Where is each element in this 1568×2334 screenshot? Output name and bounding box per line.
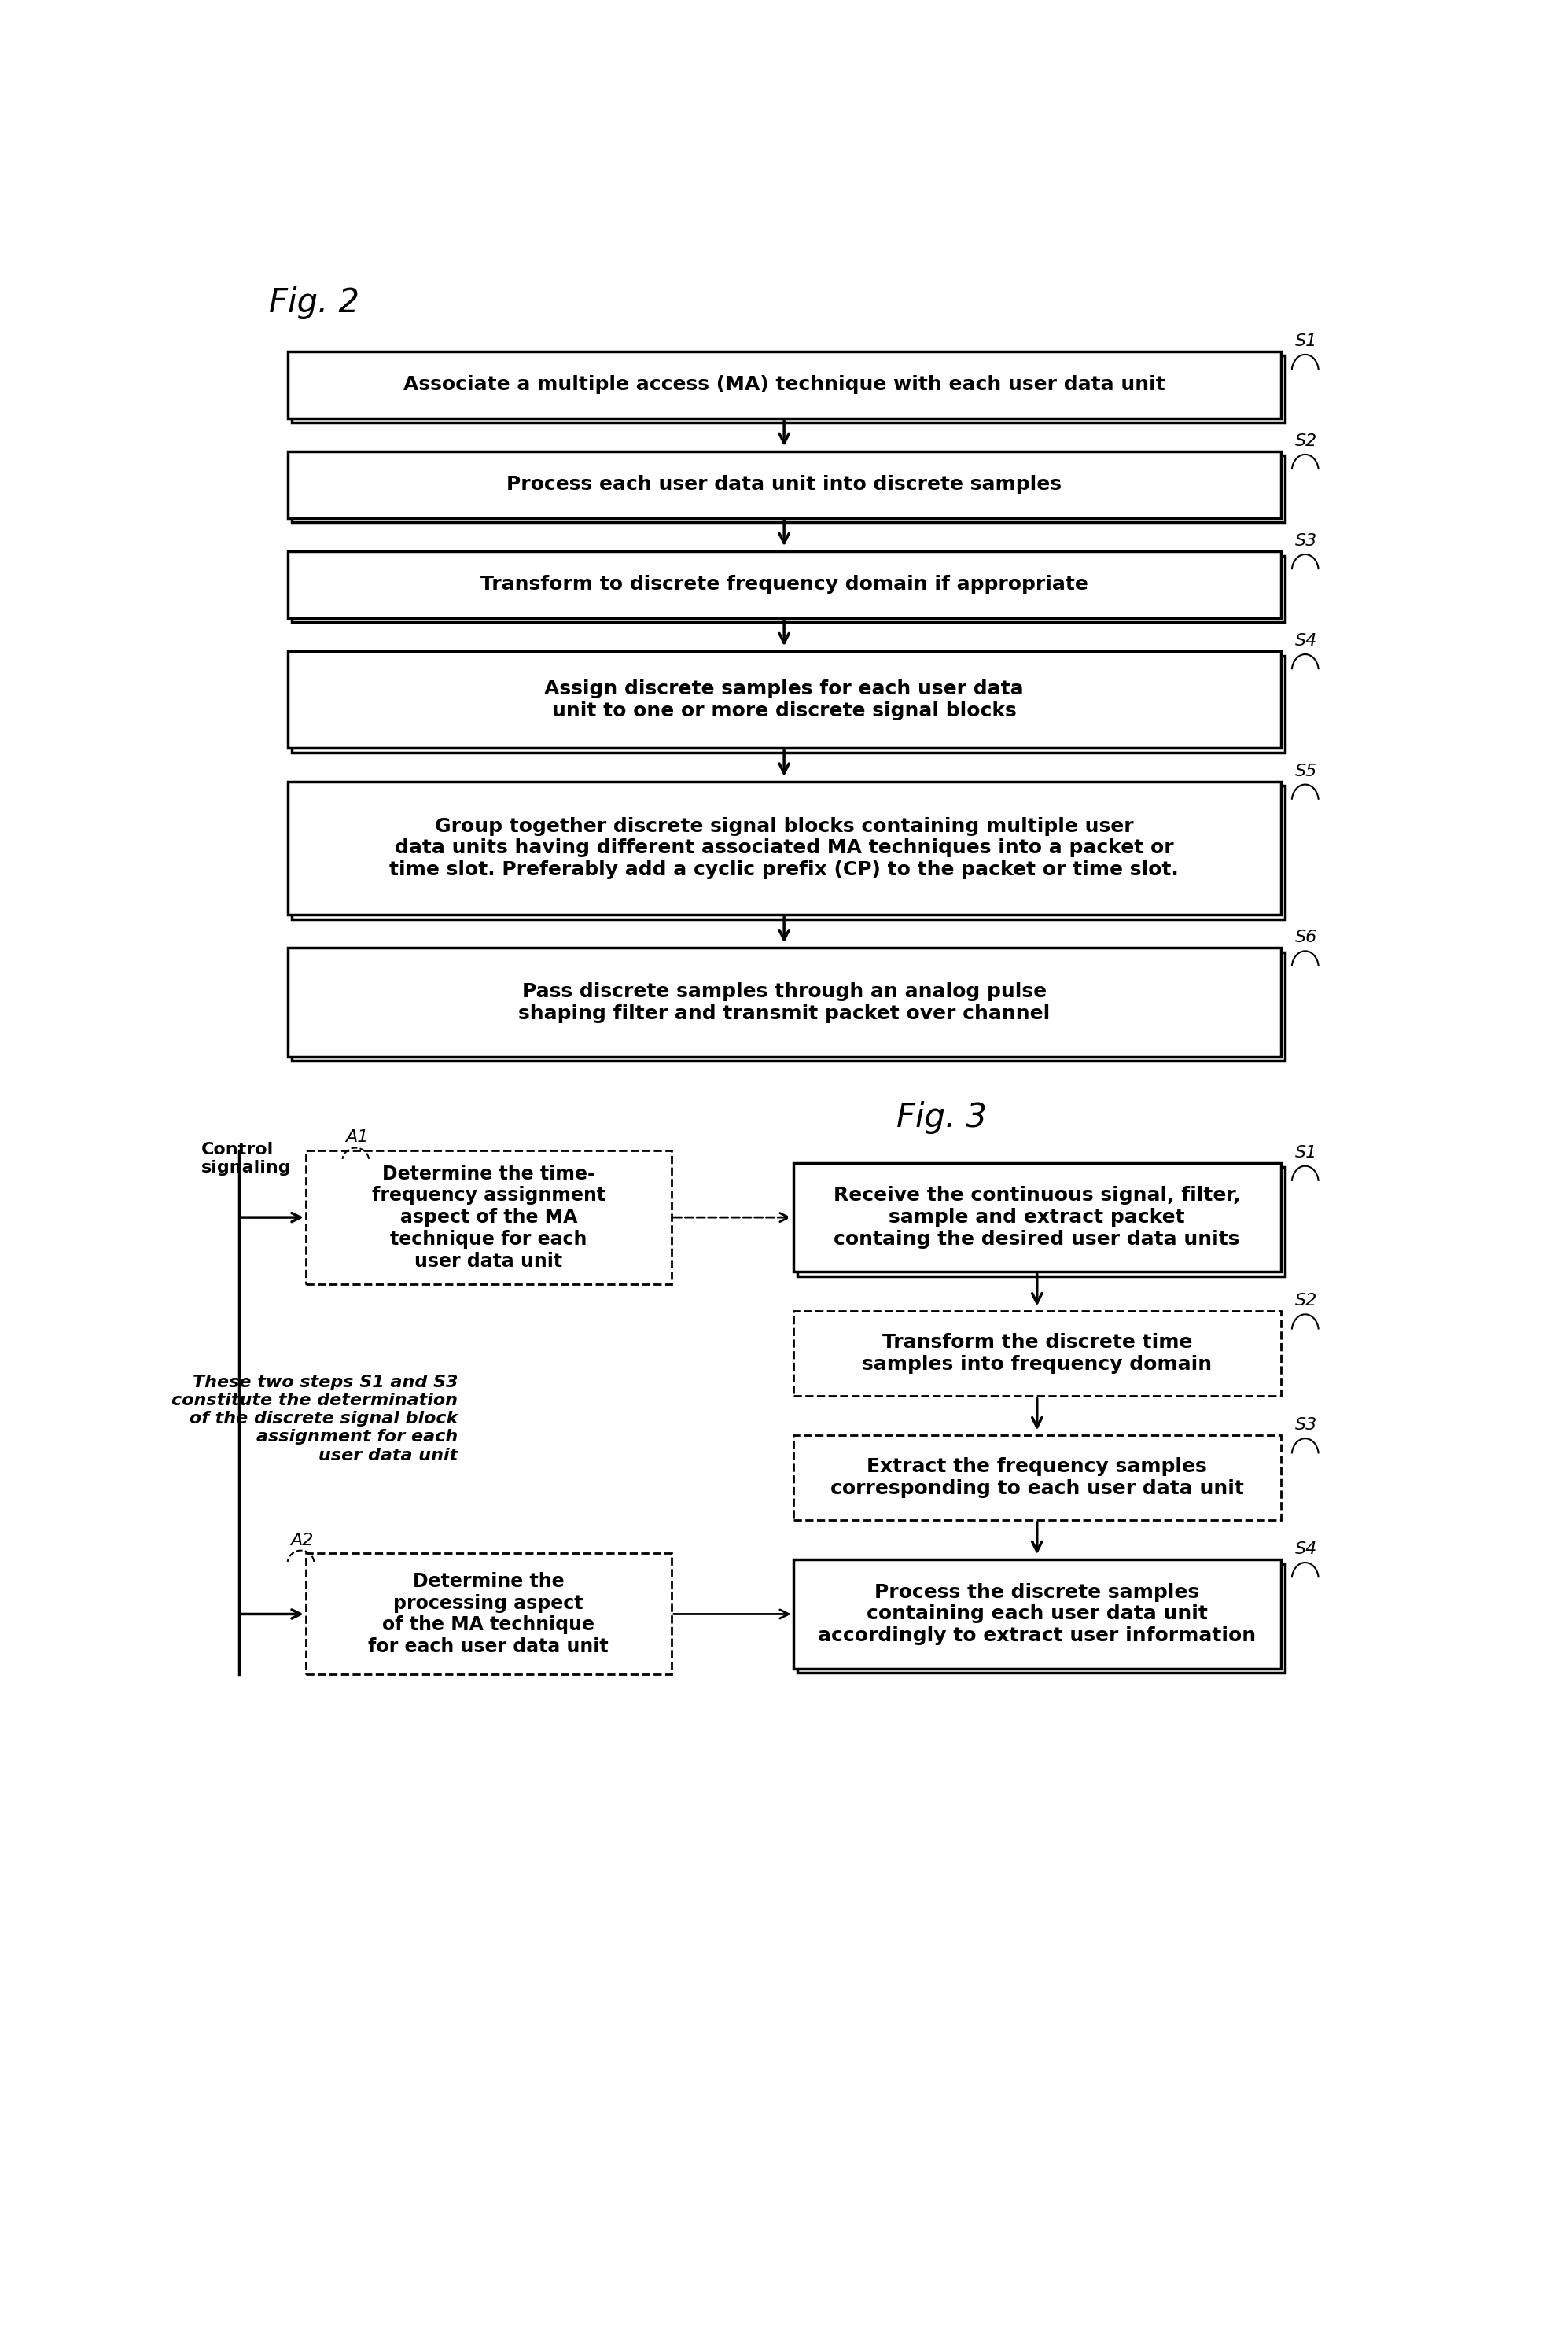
Text: S6: S6 (1295, 929, 1317, 945)
Bar (287, 782, 1281, 915)
Bar (798, 1564, 1286, 1673)
Bar (798, 1167, 1286, 1277)
Bar (287, 948, 1281, 1057)
Text: Process the discrete samples
containing each user data unit
accordingly to extra: Process the discrete samples containing … (818, 1582, 1256, 1645)
Text: S1: S1 (1295, 1144, 1317, 1160)
Bar (292, 656, 1286, 752)
Text: Process each user data unit into discrete samples: Process each user data unit into discret… (506, 476, 1062, 495)
Bar (793, 1559, 1281, 1669)
Bar (793, 1435, 1281, 1519)
Bar (287, 450, 1281, 518)
Text: S4: S4 (1295, 1540, 1317, 1557)
Text: Determine the time-
frequency assignment
aspect of the MA
technique for each
use: Determine the time- frequency assignment… (372, 1165, 605, 1270)
Text: S2: S2 (1295, 1293, 1317, 1309)
Text: S2: S2 (1295, 434, 1317, 448)
Text: S3: S3 (1295, 1417, 1317, 1433)
Text: Assign discrete samples for each user data
unit to one or more discrete signal b: Assign discrete samples for each user da… (544, 679, 1024, 721)
Text: Transform the discrete time
samples into frequency domain: Transform the discrete time samples into… (862, 1333, 1212, 1375)
Bar (793, 1162, 1281, 1272)
Bar (287, 651, 1281, 749)
Text: Extract the frequency samples
corresponding to each user data unit: Extract the frequency samples correspond… (829, 1456, 1243, 1498)
Bar (292, 555, 1286, 623)
Text: Pass discrete samples through an analog pulse
shaping filter and transmit packet: Pass discrete samples through an analog … (517, 983, 1051, 1022)
Bar (292, 787, 1286, 920)
Bar (306, 1554, 671, 1673)
Bar (292, 355, 1286, 422)
Text: A2: A2 (290, 1533, 314, 1547)
Text: S1: S1 (1295, 334, 1317, 350)
Text: Receive the continuous signal, filter,
sample and extract packet
containg the de: Receive the continuous signal, filter, s… (834, 1186, 1240, 1249)
Bar (793, 1312, 1281, 1396)
Text: Fig. 3: Fig. 3 (897, 1102, 988, 1134)
Text: Control
signaling: Control signaling (201, 1141, 292, 1176)
Text: S4: S4 (1295, 633, 1317, 649)
Bar (292, 455, 1286, 523)
Text: S5: S5 (1295, 763, 1317, 780)
Text: Transform to discrete frequency domain if appropriate: Transform to discrete frequency domain i… (480, 574, 1088, 595)
Text: Group together discrete signal blocks containing multiple user
data units having: Group together discrete signal blocks co… (389, 817, 1179, 880)
Bar (287, 352, 1281, 418)
Bar (306, 1151, 671, 1284)
Text: S3: S3 (1295, 532, 1317, 548)
Text: Determine the
processing aspect
of the MA technique
for each user data unit: Determine the processing aspect of the M… (368, 1571, 608, 1657)
Text: Fig. 2: Fig. 2 (270, 287, 359, 320)
Text: A1: A1 (345, 1130, 368, 1146)
Bar (292, 952, 1286, 1062)
Text: These two steps S1 and S3
constitute the determination
of the discrete signal bl: These two steps S1 and S3 constitute the… (172, 1375, 458, 1463)
Bar (287, 551, 1281, 619)
Text: Associate a multiple access (MA) technique with each user data unit: Associate a multiple access (MA) techniq… (403, 376, 1165, 394)
